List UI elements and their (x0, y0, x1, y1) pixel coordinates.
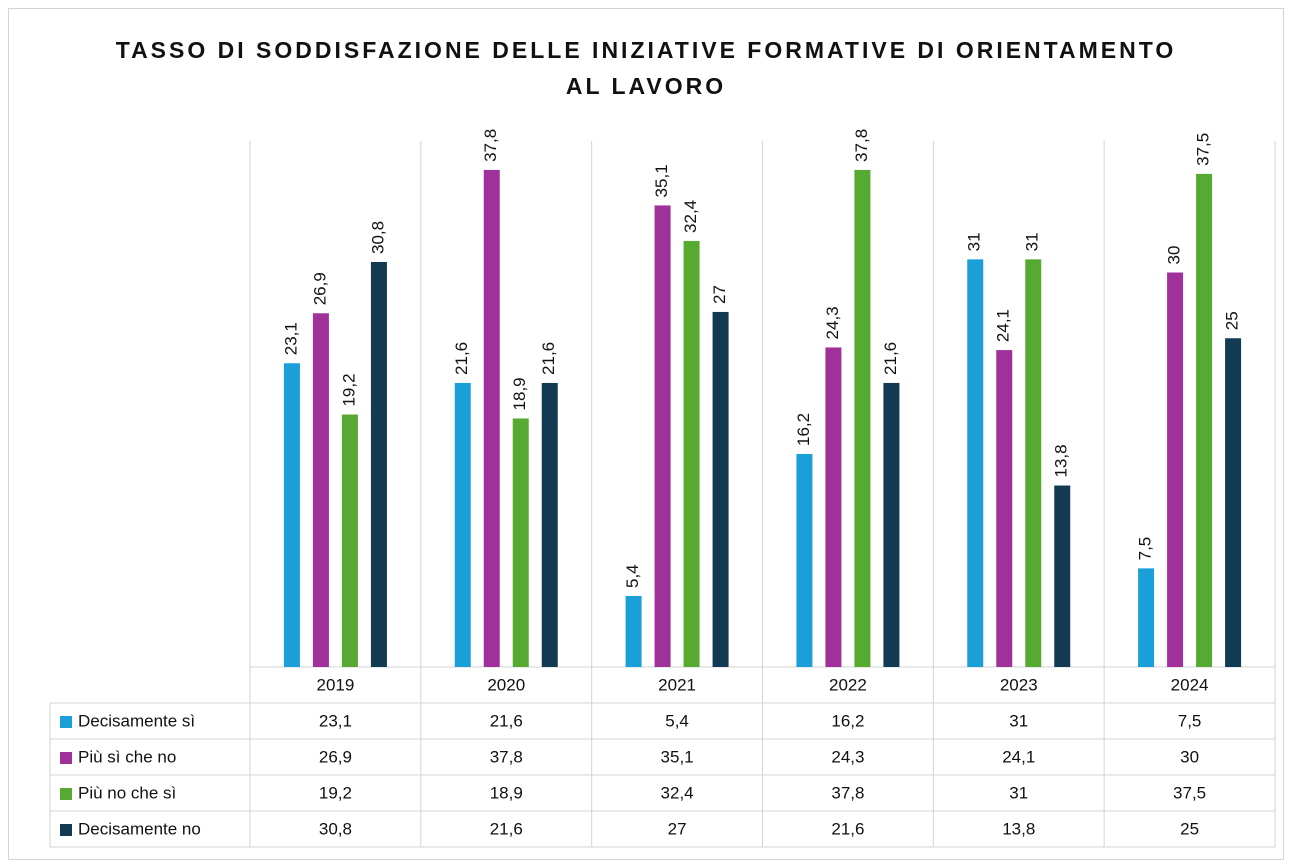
data-label: 16,2 (794, 413, 813, 446)
data-label: 5,4 (623, 564, 642, 588)
bar (854, 169, 871, 667)
legend-label: Più sì che no (78, 747, 176, 766)
bar (454, 382, 471, 667)
table-cell: 32,4 (661, 783, 694, 802)
bar (712, 311, 729, 667)
data-label: 19,2 (339, 373, 358, 406)
x-tick-label: 2021 (658, 675, 696, 694)
bar (825, 347, 842, 667)
data-label: 30 (1165, 246, 1184, 265)
bar (1196, 173, 1213, 667)
legend-label: Più no che sì (78, 783, 176, 802)
bar (1054, 485, 1071, 667)
table-cell: 26,9 (319, 747, 352, 766)
data-label: 37,5 (1194, 133, 1213, 166)
bar (796, 453, 813, 667)
table-cell: 7,5 (1178, 711, 1202, 730)
x-tick-label: 2020 (487, 675, 525, 694)
data-label: 21,6 (881, 342, 900, 375)
table-cell: 37,5 (1173, 783, 1206, 802)
chart-title: TASSO DI SODDISFAZIONE DELLE INIZIATIVE … (115, 37, 1177, 99)
table-cell: 24,3 (831, 747, 864, 766)
chart-border (8, 8, 1284, 860)
table-cell: 37,8 (490, 747, 523, 766)
data-label: 21,6 (452, 342, 471, 375)
bar (654, 205, 671, 667)
table-cell: 35,1 (661, 747, 694, 766)
bar (341, 414, 358, 667)
bar (312, 313, 329, 667)
legend-label: Decisamente sì (78, 711, 195, 730)
table-cell: 18,9 (490, 783, 523, 802)
bar (683, 240, 700, 667)
data-label: 25 (1223, 311, 1242, 330)
table-cell: 31 (1009, 783, 1028, 802)
data-label: 35,1 (652, 164, 671, 197)
bar (1138, 568, 1155, 667)
data-label: 30,8 (368, 221, 387, 254)
x-tick-label: 2022 (829, 675, 867, 694)
data-label: 37,8 (481, 129, 500, 162)
data-label: 18,9 (510, 377, 529, 410)
data-label: 26,9 (310, 272, 329, 305)
legend-swatch (60, 788, 72, 800)
data-label: 27 (710, 285, 729, 304)
table-cell: 31 (1009, 711, 1028, 730)
data-label: 31 (965, 232, 984, 251)
table-cell: 21,6 (490, 711, 523, 730)
x-tick-label: 2023 (1000, 675, 1038, 694)
data-label: 31 (1023, 232, 1042, 251)
bar (283, 363, 300, 667)
legend-label: Decisamente no (78, 819, 201, 838)
bar (512, 418, 529, 667)
data-label: 21,6 (539, 342, 558, 375)
table-cell: 27 (668, 819, 687, 838)
table-cell: 13,8 (1002, 819, 1035, 838)
table-cell: 21,6 (490, 819, 523, 838)
legend-swatch (60, 716, 72, 728)
table-cell: 19,2 (319, 783, 352, 802)
bar (1167, 272, 1184, 667)
x-tick-label: 2019 (317, 675, 355, 694)
data-label: 24,1 (994, 309, 1013, 342)
table-cell: 16,2 (831, 711, 864, 730)
table-cell: 21,6 (831, 819, 864, 838)
table-cell: 25 (1180, 819, 1199, 838)
bar (883, 382, 900, 667)
data-label: 23,1 (281, 322, 300, 355)
table-cell: 37,8 (831, 783, 864, 802)
bar (483, 169, 500, 667)
bar (370, 261, 387, 667)
data-label: 37,8 (852, 129, 871, 162)
data-label: 7,5 (1136, 537, 1155, 561)
table-cell: 30,8 (319, 819, 352, 838)
data-label: 32,4 (681, 200, 700, 233)
bar (541, 382, 558, 667)
legend-swatch (60, 824, 72, 836)
table-cell: 24,1 (1002, 747, 1035, 766)
bar (1025, 259, 1042, 667)
bar (625, 595, 642, 667)
data-label: 24,3 (823, 306, 842, 339)
bar (967, 259, 984, 667)
table-cell: 5,4 (665, 711, 689, 730)
legend-swatch (60, 752, 72, 764)
bar (996, 350, 1013, 667)
table-cell: 30 (1180, 747, 1199, 766)
bar (1225, 338, 1242, 667)
x-tick-label: 2024 (1171, 675, 1209, 694)
data-label: 13,8 (1052, 444, 1071, 477)
table-cell: 23,1 (319, 711, 352, 730)
